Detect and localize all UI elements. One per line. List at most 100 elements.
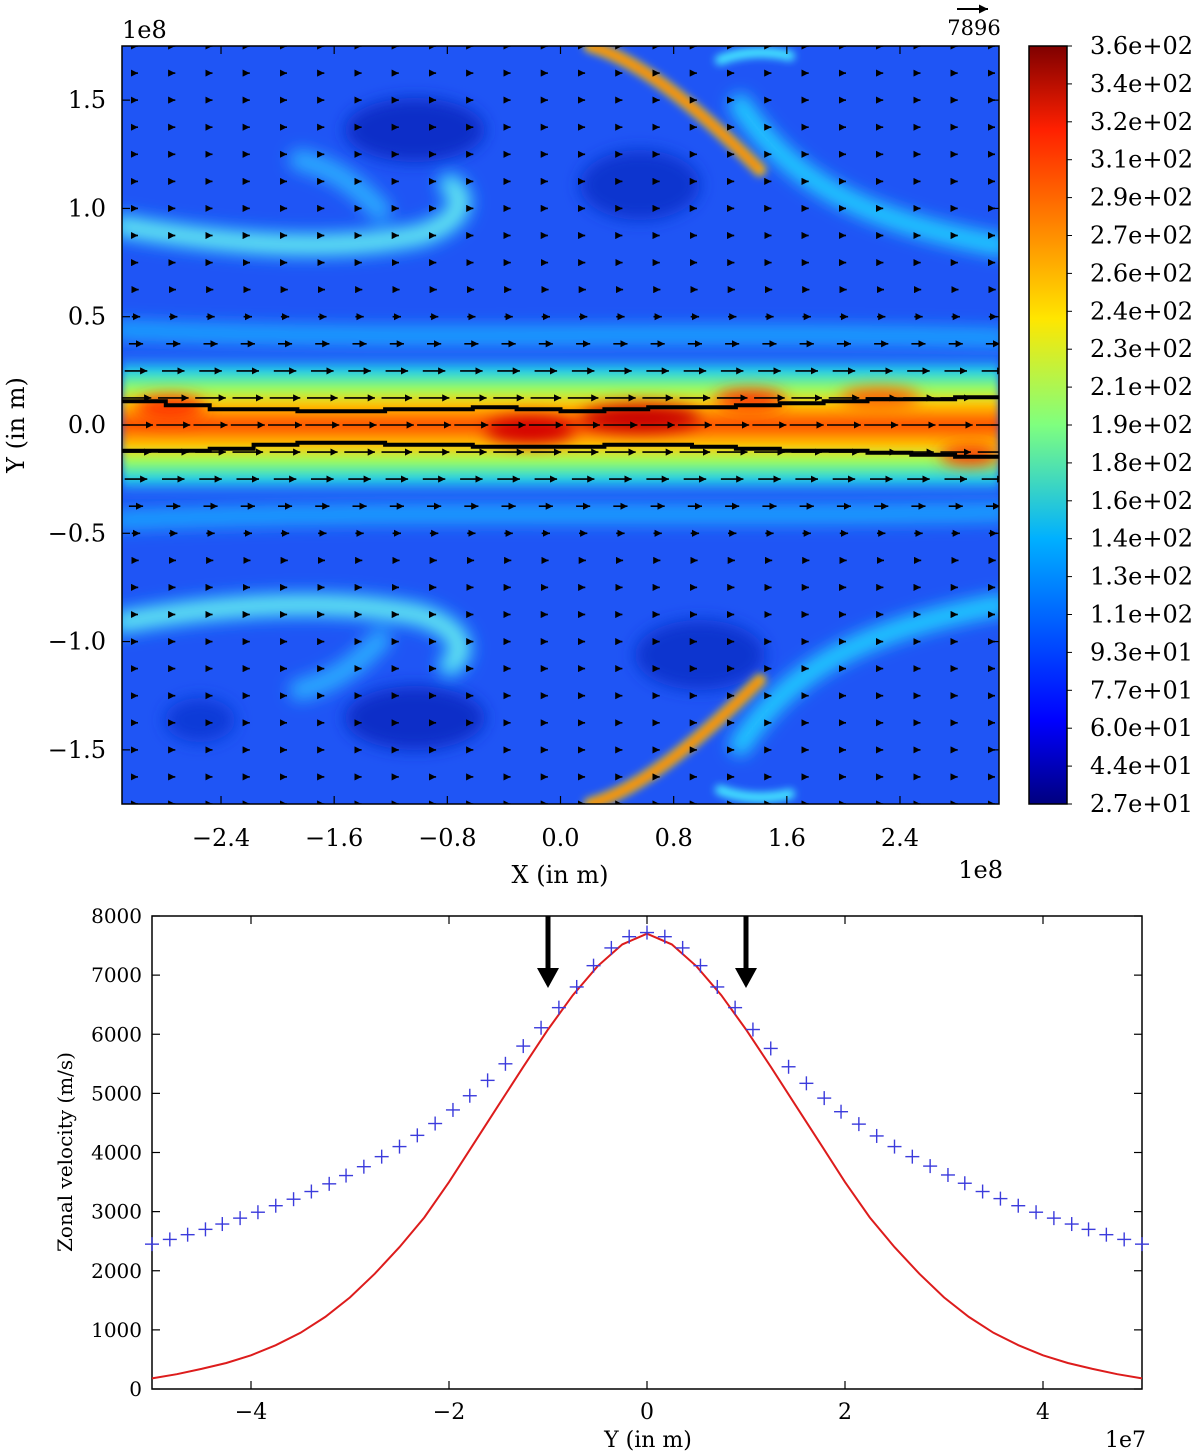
y-tick-label: 0 — [129, 1377, 142, 1401]
colorbar-label: 3.4e+02 — [1090, 70, 1193, 98]
colorbar-label: 1.1e+02 — [1090, 601, 1193, 629]
data-point-plus — [410, 1128, 425, 1143]
x-tick-label: 2.4 — [881, 824, 919, 852]
dark-blobs — [165, 98, 765, 750]
x-tick-label: −1.6 — [305, 824, 363, 852]
data-point-plus — [1099, 1227, 1114, 1242]
colorbar-label: 2.7e+01 — [1090, 790, 1193, 818]
data-point-plus — [498, 1056, 513, 1071]
data-point-plus — [374, 1149, 389, 1164]
data-point-plus — [993, 1191, 1008, 1206]
data-point-plus — [304, 1184, 319, 1199]
x-axis-label-top: X (in m) — [512, 861, 609, 889]
x-tick-label: −2 — [433, 1400, 465, 1425]
colorbar-label: 9.3e+01 — [1090, 638, 1193, 666]
data-point-plus — [923, 1159, 938, 1174]
data-point-plus — [1081, 1222, 1096, 1237]
x-tick-label: 2 — [838, 1400, 852, 1425]
y-tick-label: 0.5 — [68, 303, 106, 331]
equatorial-contours — [122, 395, 999, 459]
colorbar-label: 2.1e+02 — [1090, 373, 1193, 401]
y-tick-label: 8000 — [91, 904, 142, 928]
data-point-plus — [339, 1168, 354, 1183]
y-tick-label: 6000 — [91, 1022, 142, 1046]
y-tick-label: 3000 — [91, 1200, 142, 1224]
data-point-plus — [710, 979, 725, 994]
data-point-plus — [356, 1159, 371, 1174]
data-point-plus — [462, 1088, 477, 1103]
contour-field — [122, 46, 999, 804]
data-point-plus — [180, 1227, 195, 1242]
data-point-plus — [640, 925, 654, 940]
y-axis-label-bottom: Zonal velocity (m/s) — [53, 1052, 77, 1252]
data-point-plus — [445, 1102, 460, 1117]
colorbar-label: 2.6e+02 — [1090, 259, 1193, 287]
x-ticks-top: −2.4 −1.6 −0.8 0.0 0.8 1.6 2.4 — [192, 46, 919, 852]
data-point-plus — [480, 1073, 495, 1088]
data-point-plus — [1117, 1232, 1132, 1247]
data-point-plus — [198, 1222, 213, 1237]
colorbar-label: 1.3e+02 — [1090, 563, 1193, 591]
data-point-plus — [940, 1167, 955, 1182]
colorbar-label: 1.8e+02 — [1090, 449, 1193, 477]
colorbar-label: 1.6e+02 — [1090, 487, 1193, 515]
y-axis-label-top: Y (in m) — [2, 377, 30, 474]
colorbar-label: 2.3e+02 — [1090, 335, 1193, 363]
x-tick-label: −0.8 — [418, 824, 476, 852]
contour-map-panel: −2.4 −1.6 −0.8 0.0 0.8 1.6 2.4 1.5 1.0 0.5 0.0 −0.… — [2, 4, 1003, 889]
colorbar-label: 3.6e+02 — [1090, 32, 1193, 60]
colorbar-labels: 3.6e+02 3.4e+02 3.2e+02 3.1e+02 2.9e+02 2.7e+… — [1067, 32, 1193, 818]
data-point-plus — [233, 1211, 248, 1226]
y-tick-label: 1.5 — [68, 86, 106, 114]
colorbar: 3.6e+02 3.4e+02 3.2e+02 3.1e+02 2.9e+02 2.7e+… — [1028, 32, 1193, 818]
data-point-plus — [1064, 1217, 1079, 1232]
data-point-plus — [869, 1128, 884, 1143]
data-point-plus — [250, 1205, 265, 1220]
y-tick-label: 2000 — [91, 1259, 142, 1283]
data-point-plus — [1046, 1211, 1061, 1226]
x-tick-label: −4 — [235, 1400, 267, 1425]
data-point-plus — [392, 1139, 407, 1154]
down-arrow-marker — [735, 916, 757, 988]
y-tick-label: 1.0 — [68, 194, 106, 222]
x-axis-label-bottom: Y (in m) — [603, 1428, 692, 1453]
data-point-plus — [322, 1176, 337, 1191]
data-point-plus — [215, 1217, 230, 1232]
arrow-markers — [537, 916, 757, 988]
x-ticks-bottom: −4 −2 0 2 4 — [235, 916, 1050, 1425]
data-point-plus — [657, 929, 672, 944]
y-tick-label: 1000 — [91, 1318, 142, 1342]
colorbar-label: 2.9e+02 — [1090, 184, 1193, 212]
contour-line-north — [122, 395, 999, 414]
data-point-plus — [887, 1139, 902, 1154]
data-point-plus — [516, 1039, 531, 1054]
data-point-plus — [957, 1176, 972, 1191]
colorbar-gradient — [1028, 45, 1068, 805]
x-tick-label: 4 — [1036, 1400, 1050, 1425]
data-point-plus — [286, 1192, 301, 1207]
data-point-plus — [162, 1232, 177, 1247]
colorbar-label: 3.2e+02 — [1090, 108, 1193, 136]
quiver-key: 7896 — [947, 4, 1001, 40]
y-offset-label-top: 1e8 — [122, 16, 167, 44]
data-point-plus — [851, 1117, 866, 1132]
colorbar-label: 3.1e+02 — [1090, 146, 1193, 174]
y-ticks-top: 1.5 1.0 0.5 0.0 −0.5 −1.0 −1.5 — [48, 86, 999, 764]
data-point-plus — [975, 1184, 990, 1199]
data-point-plus — [1011, 1198, 1026, 1213]
data-point-plus — [763, 1041, 778, 1056]
data-point-plus — [675, 940, 690, 955]
y-tick-label: 7000 — [91, 963, 142, 987]
colorbar-label: 2.4e+02 — [1090, 297, 1193, 325]
zonal-velocity-panel: −4 −2 0 2 4 0 1000 2000 3000 4000 5000 6000 7000 800… — [53, 904, 1149, 1453]
colorbar-label: 4.4e+01 — [1090, 752, 1193, 780]
data-point-plus — [428, 1116, 443, 1131]
data-point-plus — [817, 1091, 832, 1106]
data-point-plus — [1029, 1205, 1044, 1220]
data-point-plus — [728, 1000, 743, 1015]
y-tick-label: 0.0 — [68, 411, 106, 439]
data-point-plus — [586, 958, 601, 973]
colorbar-label: 6.0e+01 — [1090, 714, 1193, 742]
quiver-key-label: 7896 — [947, 16, 1000, 40]
